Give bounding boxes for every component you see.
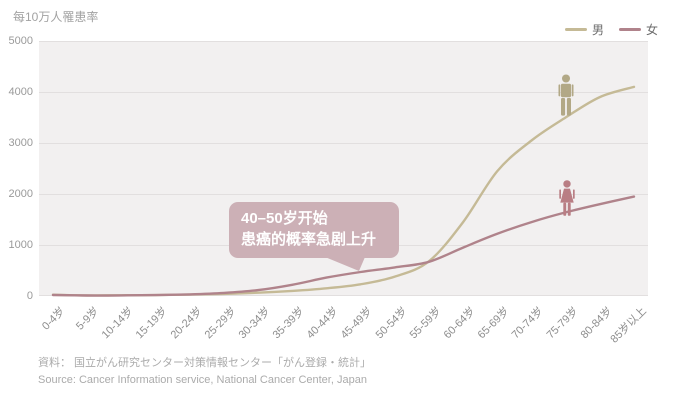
female-person-icon (556, 180, 578, 216)
x-tick-labels: 0-4岁 5-9岁 10-14岁 15-19岁 20-24岁 25-29岁 30-34岁 35… (39, 300, 649, 350)
female-line (51, 195, 636, 297)
gridline-4000 (39, 92, 648, 93)
male-person-icon (555, 74, 577, 116)
y-tick-1000: 1000 (8, 239, 33, 251)
x-tick-6: 30-34岁 (236, 305, 273, 342)
y-tick-3000: 3000 (8, 137, 33, 149)
source-english: Source: Cancer Information service, Nati… (38, 374, 367, 386)
series-lines (51, 85, 636, 297)
gridline-2000 (39, 194, 648, 195)
x-tick-2: 10-14岁 (99, 305, 136, 342)
y-tick-0: 0 (26, 290, 33, 302)
annotation-bubble: 40–50岁开始 患癌的概率急剧上升 (229, 202, 399, 258)
female-line-swatch (618, 28, 641, 31)
source-note: 資料： 国立がん研究センター対策情報センター「がん登録・統計」 Source: … (38, 354, 371, 390)
y-tick-labels: 0 1000 2000 3000 4000 5000 (0, 35, 33, 302)
x-tick-3: 15-19岁 (133, 305, 171, 342)
x-tick-15: 75-79岁 (544, 305, 581, 342)
x-tick-14: 70-74岁 (509, 305, 547, 342)
x-tick-12: 60-64岁 (441, 305, 478, 342)
legend-label-female: 女 (645, 23, 658, 37)
y-tick-5000: 5000 (8, 35, 33, 47)
annotation-line-2: 患癌的概率急剧上升 (241, 231, 377, 248)
y-tick-4000: 4000 (8, 86, 33, 98)
x-tick-7: 35-39岁 (270, 305, 307, 342)
x-tick-10: 50-54岁 (373, 305, 410, 342)
x-tick-17: 85岁以上 (608, 305, 649, 346)
male-line-swatch (564, 28, 587, 31)
legend: 男 女 (564, 21, 658, 38)
legend-label-male: 男 (591, 23, 604, 37)
x-tick-9: 45-49岁 (339, 305, 376, 342)
x-tick-11: 55-59岁 (407, 305, 444, 342)
x-tick-5: 25-29岁 (202, 305, 239, 342)
annotation-line-1: 40–50岁开始 (241, 210, 328, 227)
x-tick-13: 65-69岁 (475, 305, 512, 342)
y-tick-2000: 2000 (8, 188, 33, 200)
gridline-3000 (39, 143, 648, 144)
gridline-5000 (39, 41, 648, 42)
legend-item-male: 男 (564, 21, 604, 38)
source-japanese: 資料： 国立がん研究センター対策情報センター「がん登録・統計」 (38, 357, 372, 369)
x-tick-0: 0-4岁 (40, 305, 68, 333)
x-tick-4: 20-24岁 (168, 305, 205, 342)
x-tick-8: 40-44岁 (304, 305, 342, 342)
gridline-0 (39, 295, 648, 296)
y-axis-title: 每10万人罹患率 (13, 10, 99, 24)
legend-item-female: 女 (618, 21, 658, 38)
